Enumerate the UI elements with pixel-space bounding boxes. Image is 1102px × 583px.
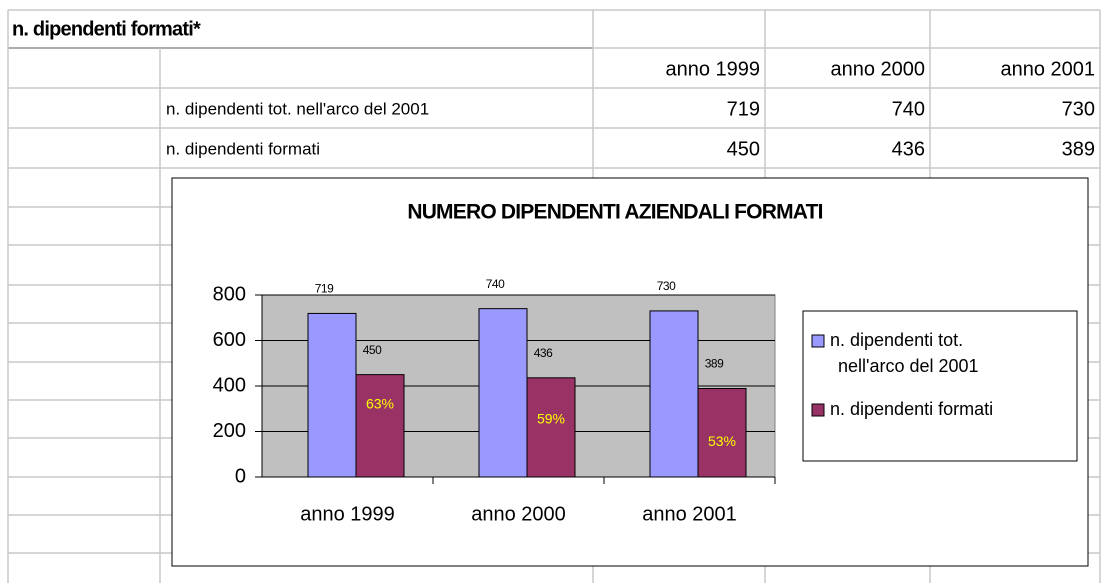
sheet-title: n. dipendenti formati*: [12, 18, 201, 40]
data-label: 740: [486, 277, 505, 291]
bar: [697, 388, 747, 478]
legend-swatch: [811, 334, 825, 348]
y-tick-label: 200: [213, 420, 246, 442]
bar: [307, 312, 357, 478]
legend-swatch: [811, 403, 825, 417]
bar: [478, 308, 528, 478]
chart-title: NUMERO DIPENDENTI AZIENDALI FORMATI: [407, 201, 822, 224]
data-label: 719: [315, 282, 334, 296]
legend-label: n. dipendenti tot. nell'arco del 2001: [830, 330, 979, 376]
bar: [355, 374, 405, 478]
row-label: n. dipendenti tot. nell'arco del 2001: [166, 99, 429, 118]
x-tick-label: anno 2001: [642, 503, 737, 525]
inner-label: 59%: [537, 411, 565, 427]
data-label: 436: [534, 346, 553, 360]
inner-label: 53%: [708, 433, 736, 449]
column-header: anno 2000: [830, 58, 925, 80]
cell-value: 436: [892, 138, 925, 160]
data-label: 450: [363, 343, 382, 357]
cell-value: 740: [892, 98, 925, 120]
cell-value: 389: [1062, 138, 1095, 160]
bar: [526, 377, 576, 478]
y-tick-label: 600: [213, 329, 246, 351]
legend: [802, 310, 1078, 462]
column-header: anno 1999: [665, 58, 760, 80]
data-label: 389: [705, 357, 724, 371]
cell-value: 730: [1062, 98, 1095, 120]
cell-value: 450: [727, 138, 760, 160]
x-tick-label: anno 2000: [471, 503, 566, 525]
y-tick-label: 800: [213, 283, 246, 305]
y-tick-label: 400: [213, 374, 246, 396]
legend-label: n. dipendenti formati: [830, 399, 993, 419]
row-label: n. dipendenti formati: [166, 139, 320, 158]
column-header: anno 2001: [1000, 58, 1095, 80]
y-tick-label: 0: [235, 465, 246, 487]
inner-label: 63%: [366, 395, 394, 411]
bar: [649, 310, 699, 478]
data-label: 730: [657, 279, 676, 293]
cell-value: 719: [727, 98, 760, 120]
x-tick-label: anno 1999: [300, 503, 395, 525]
